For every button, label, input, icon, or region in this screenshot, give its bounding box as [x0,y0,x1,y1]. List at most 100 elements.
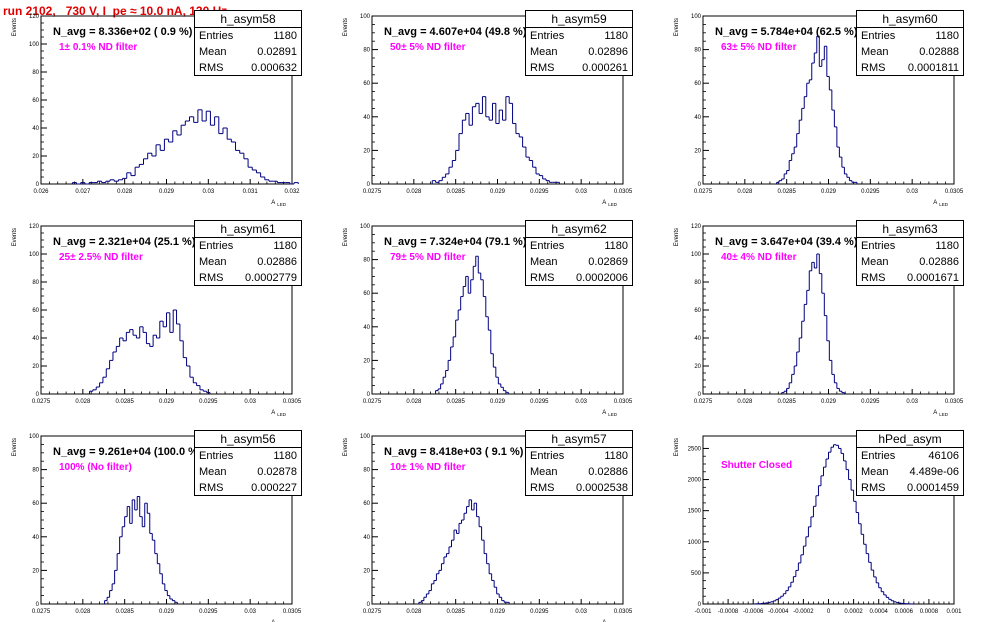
stats-value: 0.0002538 [576,482,628,494]
y-axis-label: Events [12,438,18,456]
y-tick-label: 1500 [688,509,702,515]
stats-value: 1180 [935,30,959,42]
x-tick-label: 0.0275 [363,609,382,615]
x-tick-label: -0.0008 [718,609,739,615]
stats-value: 0.0001459 [907,482,959,494]
stats-box: h_asym58 Entries 1180 Mean 0.02891 RMS 0.00063… [194,10,302,76]
stats-row-rms: RMS 0.0002779 [195,270,301,286]
stats-value: 4.489e-06 [909,466,959,478]
y-tick-label: 20 [32,364,39,370]
x-tick-label: 0.028 [406,399,422,405]
y-tick-label: 0 [367,182,371,188]
histogram-name: h_asym61 [195,221,301,238]
y-tick-label: 0 [698,602,702,608]
stats-value: 0.000261 [582,62,628,74]
x-tick-label: 0.026 [33,189,49,195]
stats-label: RMS [530,482,555,494]
y-tick-label: 20 [363,568,370,574]
y-tick-label: 60 [32,501,39,507]
x-tick-label: 0.0305 [283,609,302,615]
navg-label: N_avg = 5.784e+04 (62.5 %) [715,26,858,38]
navg-label: N_avg = 3.647e+04 (39.4 %) [715,236,858,248]
x-tick-label: 0.029 [821,399,837,405]
stats-label: Entries [199,30,234,42]
x-tick-label: 0.0295 [199,609,218,615]
filter-annotation: 50± 5% ND filter [390,42,466,53]
stats-box: h_asym56 Entries 1180 Mean 0.02878 RMS 0.00022… [194,430,302,496]
y-axis-label: Events [674,438,680,456]
y-tick-label: 60 [363,501,370,507]
y-tick-label: 40 [363,535,370,541]
stats-label: Entries [530,30,565,42]
x-tick-label: 0.0285 [777,189,796,195]
stats-label: Entries [199,240,234,252]
stats-value: 0.02886 [919,256,959,268]
y-tick-label: 0 [36,392,40,398]
filter-annotation: 100% (No filter) [59,462,132,473]
stats-box: hPed_asym Entries 46106 Mean 4.489e-06 RMS 0.0… [856,430,964,496]
stats-row-mean: Mean 0.02896 [526,44,632,60]
stats-label: Mean [530,256,558,268]
x-tick-label: 0.0305 [614,609,633,615]
stats-row-entries: Entries 1180 [857,28,963,44]
x-tick-label: 0.029 [490,609,506,615]
stats-row-mean: Mean 0.02891 [195,44,301,60]
stats-value: 0.02896 [588,46,628,58]
stats-label: RMS [861,272,886,284]
x-tick-label: -0.0006 [743,609,764,615]
y-tick-label: 500 [691,571,702,577]
histogram-name: h_asym63 [857,221,963,238]
stats-row-mean: Mean 0.02869 [526,254,632,270]
x-tick-label: 0.028 [75,399,91,405]
stats-label: Mean [861,466,889,478]
filter-annotation: 25± 2.5% ND filter [59,252,143,263]
y-tick-label: 100 [360,224,371,230]
stats-label: RMS [199,272,224,284]
y-tick-label: 40 [363,115,370,121]
navg-label: N_avg = 7.324e+04 (79.1 %) [384,236,527,248]
y-tick-label: 2000 [688,478,702,484]
stats-row-entries: Entries 1180 [857,238,963,254]
stats-value: 0.02891 [257,46,297,58]
x-tick-label: 0.0008 [920,609,939,615]
stats-value: 0.000227 [251,482,297,494]
stats-value: 46106 [928,450,959,462]
y-tick-label: 0 [367,602,371,608]
x-tick-label: 0.0305 [283,399,302,405]
stats-row-rms: RMS 0.0001811 [857,60,963,76]
stats-label: Mean [861,46,889,58]
x-tick-label: 0.03 [575,609,587,615]
stats-value: 0.0002006 [576,272,628,284]
x-tick-label: 0.029 [490,189,506,195]
x-tick-label: 0.0275 [694,399,713,405]
stats-value: 1180 [935,240,959,252]
y-tick-label: 20 [363,358,370,364]
y-tick-label: 100 [360,14,371,20]
stats-label: Entries [861,240,896,252]
filter-annotation: 63± 5% ND filter [721,42,797,53]
y-tick-label: 0 [367,392,371,398]
x-tick-label: 0.031 [243,189,259,195]
x-tick-label: 0.0002 [844,609,863,615]
stats-row-entries: Entries 1180 [195,238,301,254]
y-tick-label: 80 [32,280,39,286]
stats-value: 1180 [273,240,297,252]
x-tick-label: 0.029 [159,399,175,405]
stats-value: 0.02888 [919,46,959,58]
filter-annotation: 79± 5% ND filter [390,252,466,263]
stats-row-rms: RMS 0.0001671 [857,270,963,286]
stats-row-rms: RMS 0.000632 [195,60,301,76]
stats-row-rms: RMS 0.0002006 [526,270,632,286]
x-tick-label: 0.0285 [446,609,465,615]
filter-annotation: 1± 0.1% ND filter [59,42,138,53]
stats-value: 0.0002779 [245,272,297,284]
y-tick-label: 20 [363,148,370,154]
y-tick-label: 100 [29,252,40,258]
x-tick-label: 0 [827,609,831,615]
